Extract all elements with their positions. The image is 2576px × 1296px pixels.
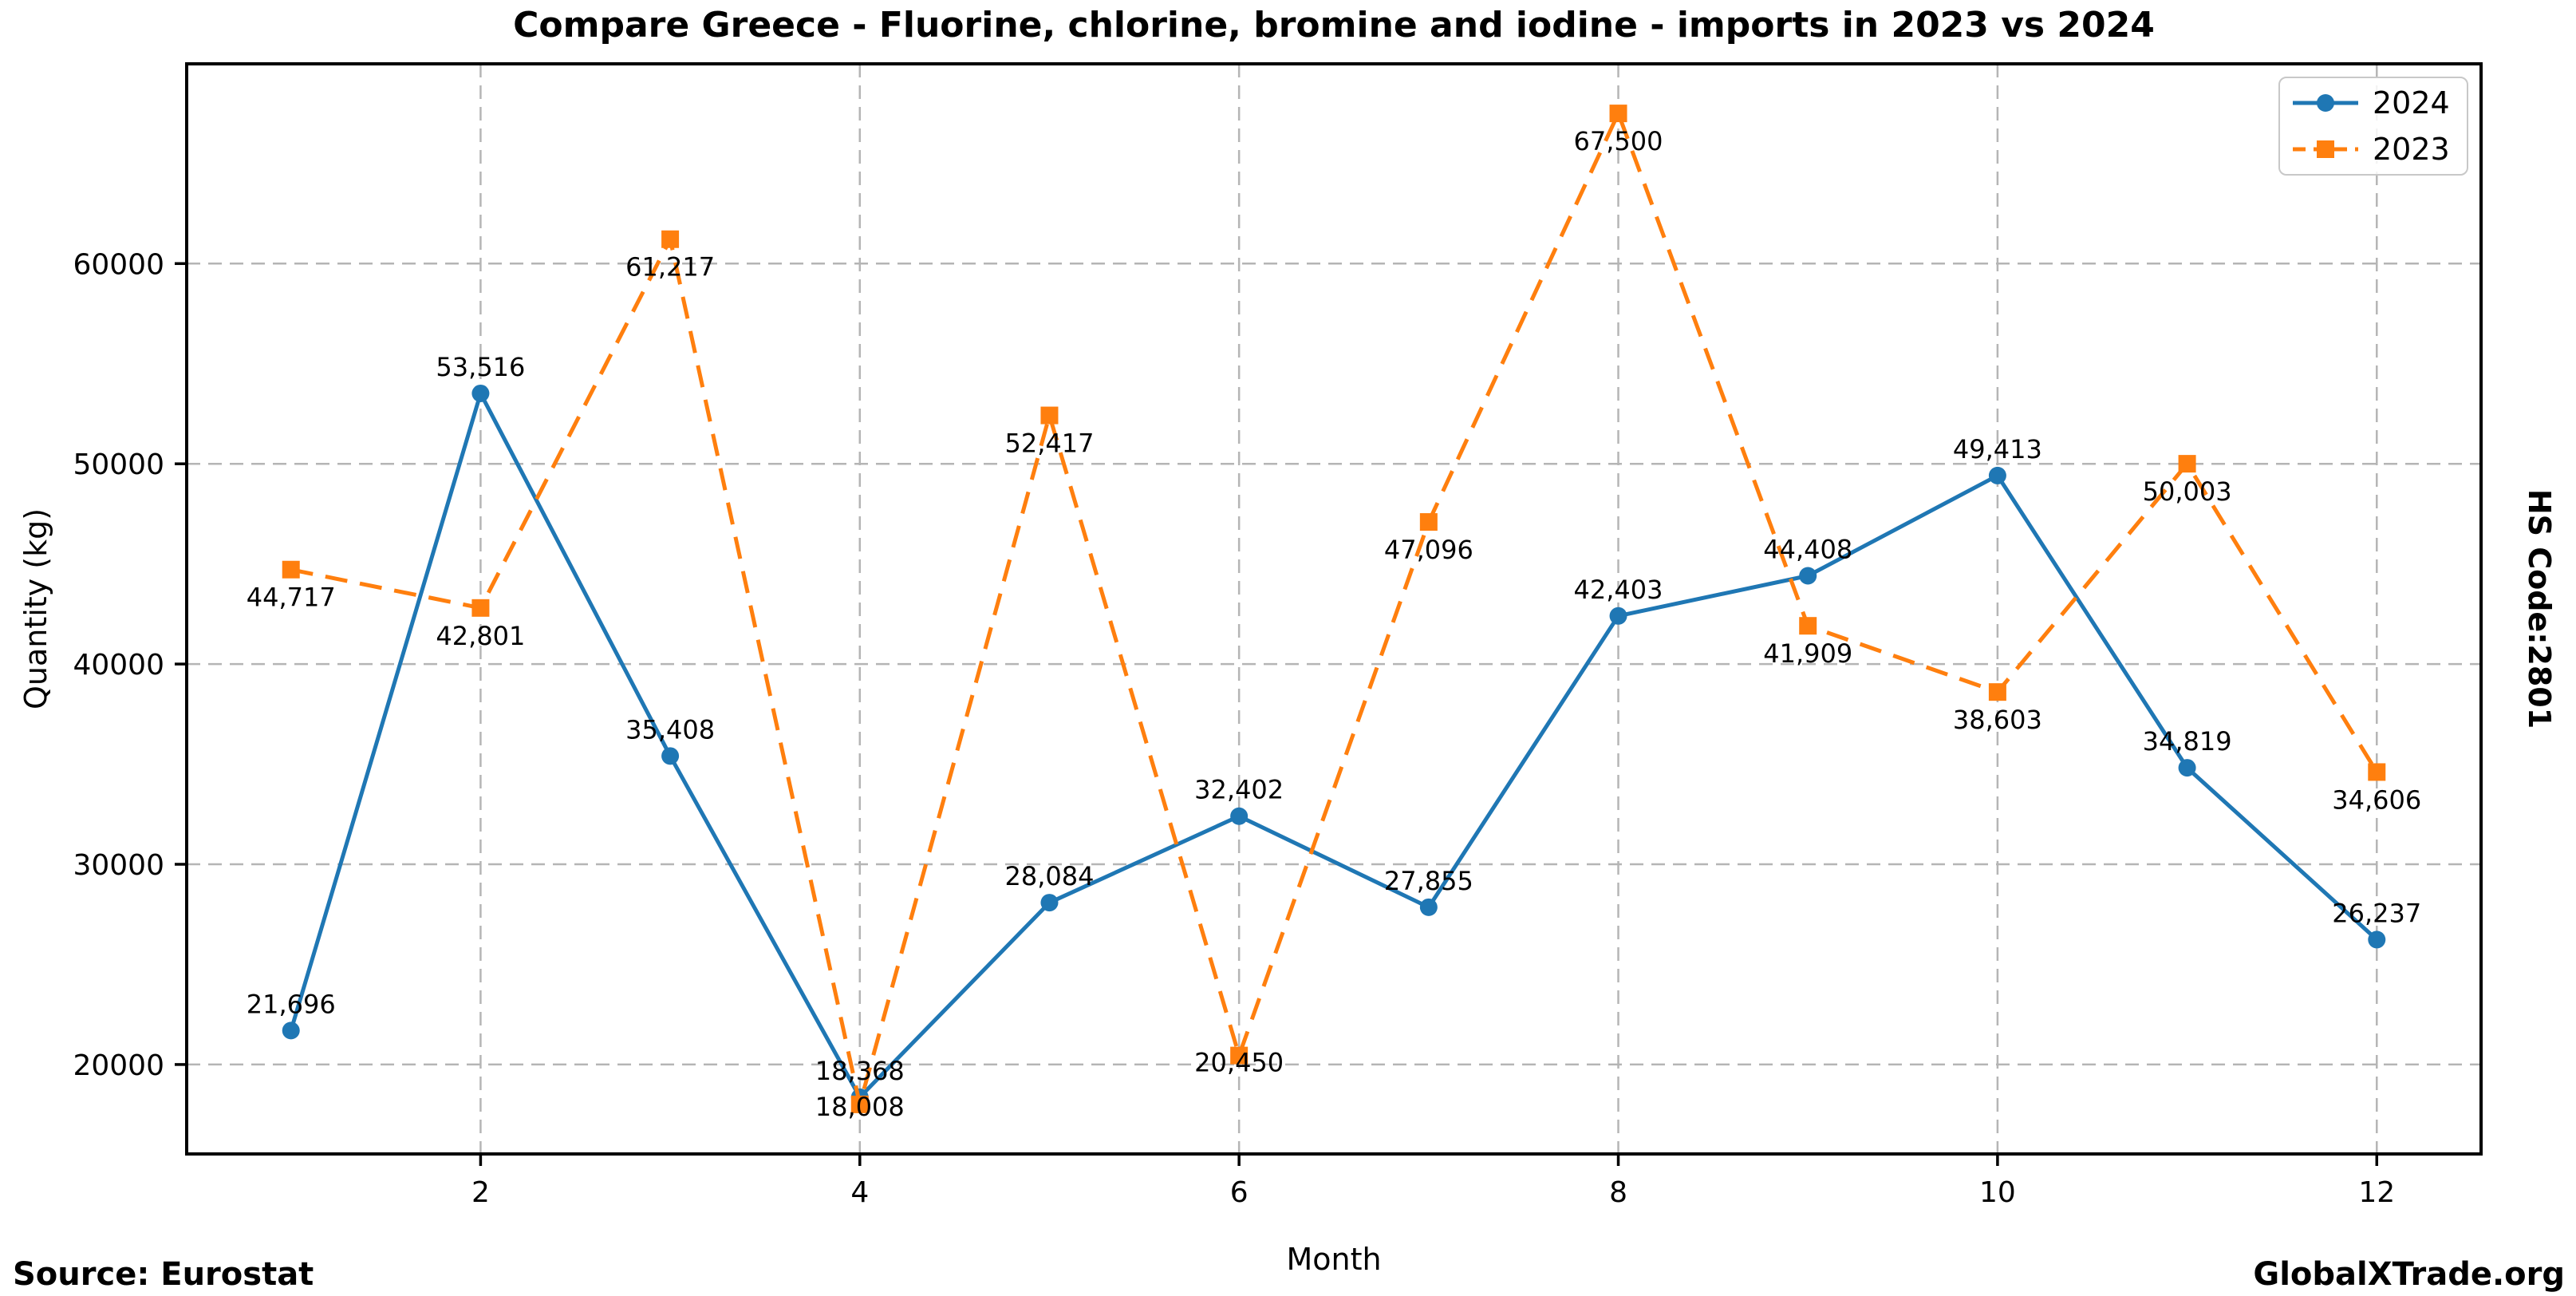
series-2023-marker [1609, 105, 1627, 123]
series-2024-marker [661, 747, 680, 765]
data-label-2023: 50,003 [2143, 476, 2232, 507]
data-label-2023: 42,801 [436, 621, 525, 651]
data-label-2024: 18,368 [815, 1056, 905, 1086]
data-label-2023: 38,603 [1953, 705, 2042, 735]
series-2024-marker [1040, 894, 1059, 912]
x-tick-label: 4 [850, 1176, 869, 1209]
data-label-2023: 61,217 [625, 252, 715, 283]
series-2024-marker [2178, 759, 2196, 777]
series-2023-marker [282, 560, 300, 579]
x-tick-label: 8 [1609, 1176, 1627, 1209]
series-2024-line [289, 391, 2378, 1100]
y-tick-label: 20000 [73, 1049, 164, 1082]
series-2023-marker [1230, 1046, 1249, 1065]
data-label-2023: 41,909 [1763, 638, 1852, 669]
series-2023-marker [471, 599, 490, 617]
series-2023-line [290, 111, 2379, 1107]
series-2024-marker [282, 1021, 300, 1040]
series-2024-marker [1799, 567, 1817, 585]
series-2023-marker [2368, 763, 2386, 781]
series-2023-marker [2178, 455, 2196, 473]
legend-sample-2023-line-icon [2293, 140, 2358, 158]
series-2023-marker [1988, 683, 2006, 701]
series-2023-marker [661, 230, 680, 248]
series-2023-marker [1419, 513, 1438, 531]
legend-item-2023: 2023 [2291, 129, 2459, 169]
data-label-2023: 34,606 [2332, 784, 2421, 815]
legend-item-2024: 2024 [2291, 83, 2459, 123]
series-2024-marker [1988, 466, 2006, 484]
series-2024-marker [1419, 898, 1438, 916]
data-label-2023: 44,717 [247, 583, 336, 613]
x-tick-label: 10 [1979, 1176, 2016, 1209]
series-2023-marker [850, 1095, 869, 1113]
y-tick-label: 60000 [73, 248, 164, 281]
legend-sample-2024-line-icon [2293, 94, 2358, 112]
y-axis-label: Quantity (kg) [18, 508, 53, 710]
data-label-2024: 42,403 [1574, 575, 1663, 605]
data-label-2023: 47,096 [1384, 535, 1473, 565]
data-label-2024: 21,696 [247, 989, 336, 1019]
source-note: Source: Eurostat [13, 1256, 314, 1293]
data-label-2023: 18,008 [815, 1092, 905, 1122]
data-label-2024: 35,408 [625, 714, 715, 745]
x-tick-label: 12 [2358, 1176, 2395, 1209]
plot-border [185, 62, 2483, 1156]
y-tick-label: 50000 [73, 448, 164, 481]
data-label-2024: 44,408 [1763, 534, 1852, 564]
series-2023-marker [1799, 617, 1817, 635]
series-2024-marker [1609, 607, 1627, 625]
data-label-2024: 53,516 [436, 352, 525, 382]
data-label-2024: 28,084 [1004, 861, 1094, 891]
chart-title: Compare Greece - Fluorine, chlorine, bro… [513, 5, 2155, 45]
series-2024-marker [471, 384, 490, 402]
series-2024-marker [1230, 807, 1249, 825]
hs-code-label: HS Code:2801 [2522, 488, 2557, 729]
x-axis-label: Month [1286, 1242, 1382, 1277]
data-label-2023: 52,417 [1004, 429, 1094, 459]
series-2024-marker [2368, 931, 2386, 949]
data-label-2023: 67,500 [1574, 126, 1663, 156]
data-label-2024: 32,402 [1194, 775, 1284, 805]
data-label-2024: 26,237 [2332, 898, 2421, 928]
x-tick-label: 6 [1230, 1176, 1249, 1209]
brand-note: GlobalXTrade.org [2253, 1256, 2565, 1293]
data-label-2024: 27,855 [1384, 866, 1473, 896]
data-label-2024: 34,819 [2143, 726, 2232, 757]
legend-label-2023: 2023 [2373, 132, 2450, 167]
x-tick-label: 2 [471, 1176, 490, 1209]
y-tick-label: 30000 [73, 849, 164, 882]
y-tick-label: 40000 [73, 649, 164, 682]
data-label-2024: 49,413 [1953, 434, 2042, 464]
series-2023-marker [1040, 406, 1059, 425]
legend: 2024 2023 [2278, 77, 2468, 176]
legend-label-2024: 2024 [2373, 85, 2450, 121]
data-label-2023: 20,450 [1194, 1048, 1284, 1078]
